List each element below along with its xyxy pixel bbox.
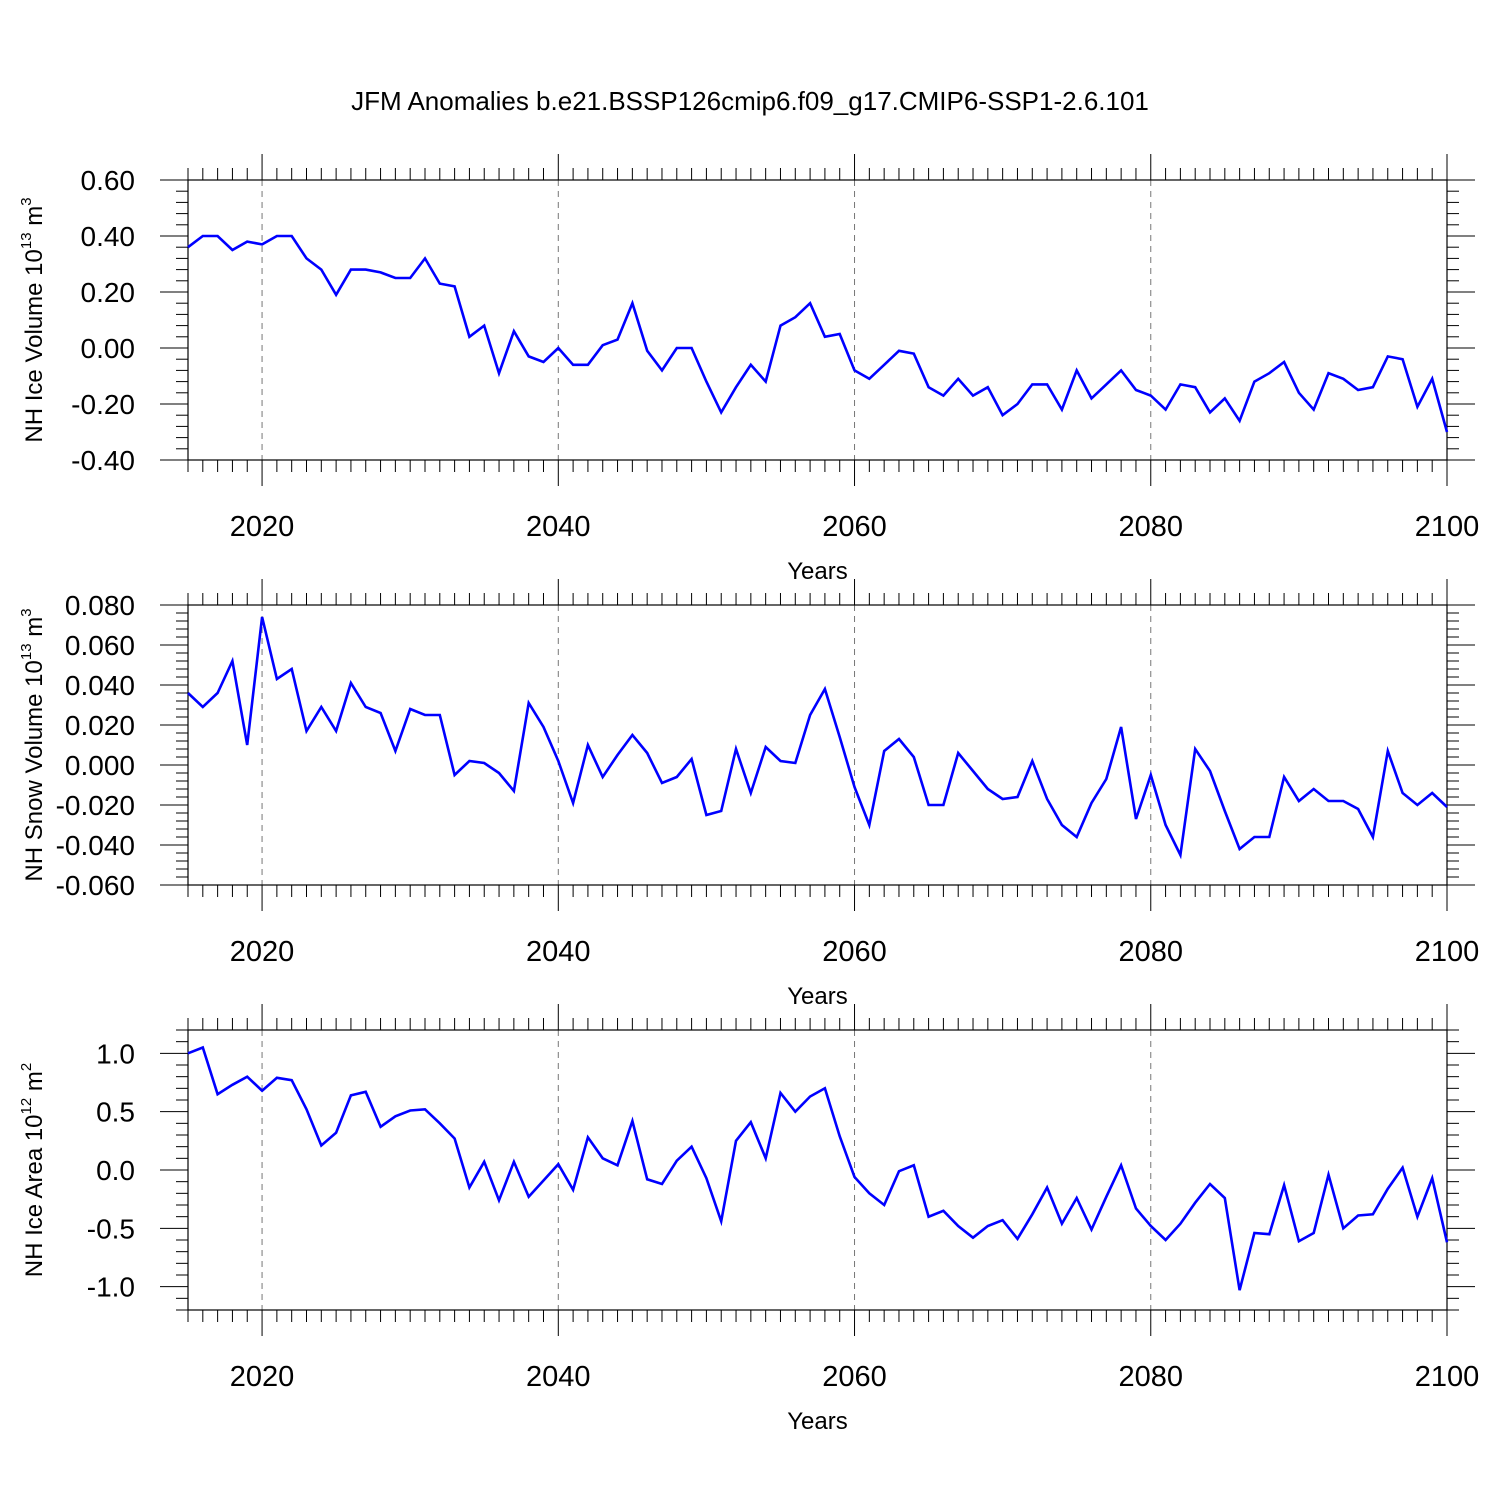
x-tick-label: 2020 xyxy=(230,511,295,543)
y-tick-label: 0.20 xyxy=(81,277,136,308)
y-tick-label: -0.060 xyxy=(56,870,135,901)
x-tick-label: 2100 xyxy=(1415,936,1480,968)
series-line xyxy=(187,616,1448,860)
series-line xyxy=(187,234,1449,433)
y-tick-label: 0.060 xyxy=(65,630,135,661)
figure-title: JFM Anomalies b.e21.BSSP126cmip6.f09_g17… xyxy=(351,86,1149,116)
x-tick-label: 2080 xyxy=(1119,936,1184,968)
y-tick-label: 0.5 xyxy=(96,1097,135,1128)
plot-frame xyxy=(187,604,1448,886)
plot-frame xyxy=(187,1029,1448,1311)
y-tick-label: 0.000 xyxy=(65,750,135,781)
y-tick-label: 1.0 xyxy=(96,1038,135,1069)
x-axis-label: Years xyxy=(787,558,848,585)
x-tick-label: 2100 xyxy=(1415,1361,1480,1393)
y-tick-label: 0.00 xyxy=(81,333,136,364)
plot-frame xyxy=(187,179,1448,461)
y-tick-label: 0.60 xyxy=(81,165,136,196)
x-tick-label: 2060 xyxy=(822,511,887,543)
x-tick-label: 2080 xyxy=(1119,511,1184,543)
x-tick-label: 2060 xyxy=(822,1361,887,1393)
y-tick-label: 0.020 xyxy=(65,710,135,741)
y-tick-label: 0.080 xyxy=(65,590,135,621)
y-tick-label: 0.040 xyxy=(65,670,135,701)
x-tick-label: 2020 xyxy=(230,1361,295,1393)
y-tick-label: -0.20 xyxy=(71,389,135,420)
x-tick-label: 2100 xyxy=(1415,511,1480,543)
panel-2: -0.060 -0.040 -0.020 0.000 0.020 0.040 0.060 0.… xyxy=(18,579,1479,1010)
x-tick-label: 2020 xyxy=(230,936,295,968)
y-tick-label: -1.0 xyxy=(87,1272,135,1303)
x-tick-label: 2080 xyxy=(1119,1361,1184,1393)
panel-3: -1.0 -0.5 0.0 0.5 1.0 2020 2040 2060 2080 2100 Yea… xyxy=(18,1004,1479,1435)
series-line xyxy=(187,1045,1449,1291)
y-tick-label: -0.40 xyxy=(71,445,135,476)
y-axis-label: NH Snow Volume 1013 m3 xyxy=(18,608,48,881)
x-tick-label: 2040 xyxy=(526,511,591,543)
x-axis-label: Years xyxy=(787,983,848,1010)
x-tick-label: 2040 xyxy=(526,936,591,968)
x-tick-label: 2060 xyxy=(822,936,887,968)
y-axis-label: NH Ice Volume 1013 m3 xyxy=(18,197,48,442)
y-tick-label: -0.020 xyxy=(56,790,135,821)
y-tick-label: 0.40 xyxy=(81,221,136,252)
y-tick-label: 0.0 xyxy=(96,1155,135,1186)
x-tick-label: 2040 xyxy=(526,1361,591,1393)
x-axis-label: Years xyxy=(787,1408,848,1435)
y-tick-label: -0.5 xyxy=(87,1213,135,1244)
y-axis-label: NH Ice Area 1012 m2 xyxy=(18,1063,48,1277)
y-tick-label: -0.040 xyxy=(56,830,135,861)
panel-1: -0.40 -0.20 0.00 0.20 0.40 0.60 2020 2040 2060 20… xyxy=(18,154,1479,585)
